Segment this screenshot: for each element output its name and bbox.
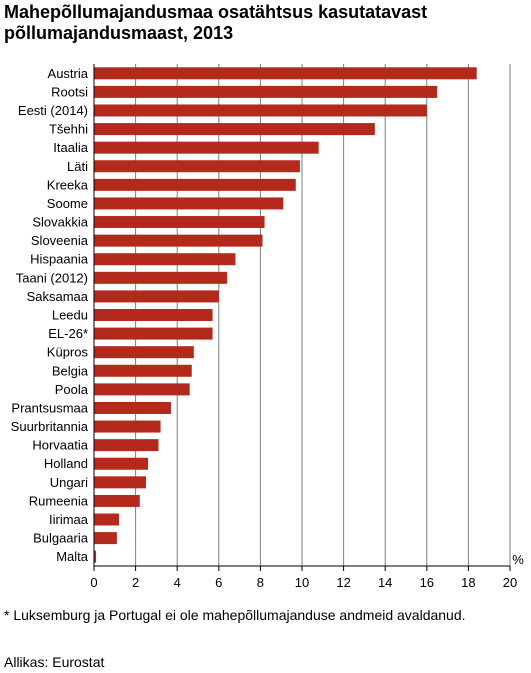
bar: [94, 327, 213, 340]
bar: [94, 271, 228, 284]
bar: [94, 457, 149, 470]
category-label: Hispaania: [30, 252, 89, 267]
bar: [94, 439, 159, 452]
bar-chart: Austria Rootsi Eesti (2014) Tšehhi Itaalia Lä…: [11, 64, 524, 590]
category-label: Horvaatia: [32, 438, 88, 453]
x-tick-label: 6: [215, 575, 222, 590]
axes-group: [93, 64, 511, 571]
bar: [94, 141, 319, 154]
bar: [94, 513, 119, 526]
x-tick-label: 20: [503, 575, 517, 590]
bar: [94, 346, 194, 359]
bar: [94, 85, 438, 98]
category-label: Taani (2012): [16, 270, 88, 285]
category-label: Austria: [48, 66, 89, 81]
bar: [94, 123, 375, 136]
x-tick-label: 8: [257, 575, 264, 590]
bar: [94, 420, 161, 433]
x-tick-label: 2: [132, 575, 139, 590]
bar: [94, 309, 213, 321]
footnote: * Luksemburg ja Portugal ei ole mahepõll…: [4, 607, 466, 623]
category-label: Suurbritannia: [11, 419, 89, 434]
category-label: Bulgaaria: [33, 531, 89, 546]
bar: [94, 234, 263, 247]
bar: [94, 476, 146, 489]
category-label: Soome: [47, 196, 88, 211]
category-label: Küpros: [47, 345, 89, 360]
category-labels: Austria Rootsi Eesti (2014) Tšehhi Itaalia Lä…: [11, 66, 89, 564]
tick-labels: 0 2 4 6 8 10 12 14 16 18 20: [90, 575, 517, 590]
category-label: Slovakkia: [32, 215, 88, 230]
category-label: Eesti (2014): [18, 103, 88, 118]
category-label: Läti: [67, 159, 88, 174]
x-tick-label: 14: [378, 575, 392, 590]
category-label: Itaalia: [53, 140, 88, 155]
bar: [94, 197, 284, 210]
category-label: Rootsi: [51, 84, 88, 99]
x-tick-label: 16: [420, 575, 434, 590]
x-tick-label: 4: [174, 575, 181, 590]
source-note: Allikas: Eurostat: [4, 654, 105, 670]
category-label: Prantsusmaa: [11, 400, 88, 415]
bar: [94, 104, 427, 117]
bar: [94, 383, 190, 396]
x-tick-label: 18: [461, 575, 475, 590]
category-label: EL-26*: [48, 326, 88, 341]
bar: [94, 494, 140, 507]
chart-title: Mahepõllumajandusmaa osatähtsus kasutata…: [4, 2, 428, 43]
x-tick-label: 10: [295, 575, 309, 590]
bars-group: [94, 67, 477, 563]
bar: [94, 67, 477, 80]
bar: [94, 216, 265, 229]
bar: [94, 178, 296, 191]
bar: [94, 160, 300, 173]
category-label: Saksamaa: [27, 289, 89, 304]
category-label: Sloveenia: [31, 233, 89, 248]
category-label: Ungari: [50, 475, 88, 490]
bar: [94, 290, 219, 303]
category-label: Malta: [56, 549, 89, 564]
category-label: Iirimaa: [49, 512, 89, 527]
bar: [94, 253, 236, 266]
category-label: Tšehhi: [49, 122, 88, 137]
bar: [94, 532, 117, 545]
category-label: Rumeenia: [29, 493, 89, 508]
x-tick-label: 0: [90, 575, 97, 590]
category-label: Leedu: [52, 308, 88, 323]
category-label: Holland: [44, 456, 88, 471]
bar: [94, 550, 97, 563]
unit-label: %: [512, 552, 524, 567]
category-label: Poola: [55, 382, 89, 397]
bar: [94, 401, 171, 414]
bar: [94, 364, 192, 377]
category-label: Kreeka: [47, 177, 89, 192]
category-label: Belgia: [52, 363, 89, 378]
x-tick-label: 12: [336, 575, 350, 590]
